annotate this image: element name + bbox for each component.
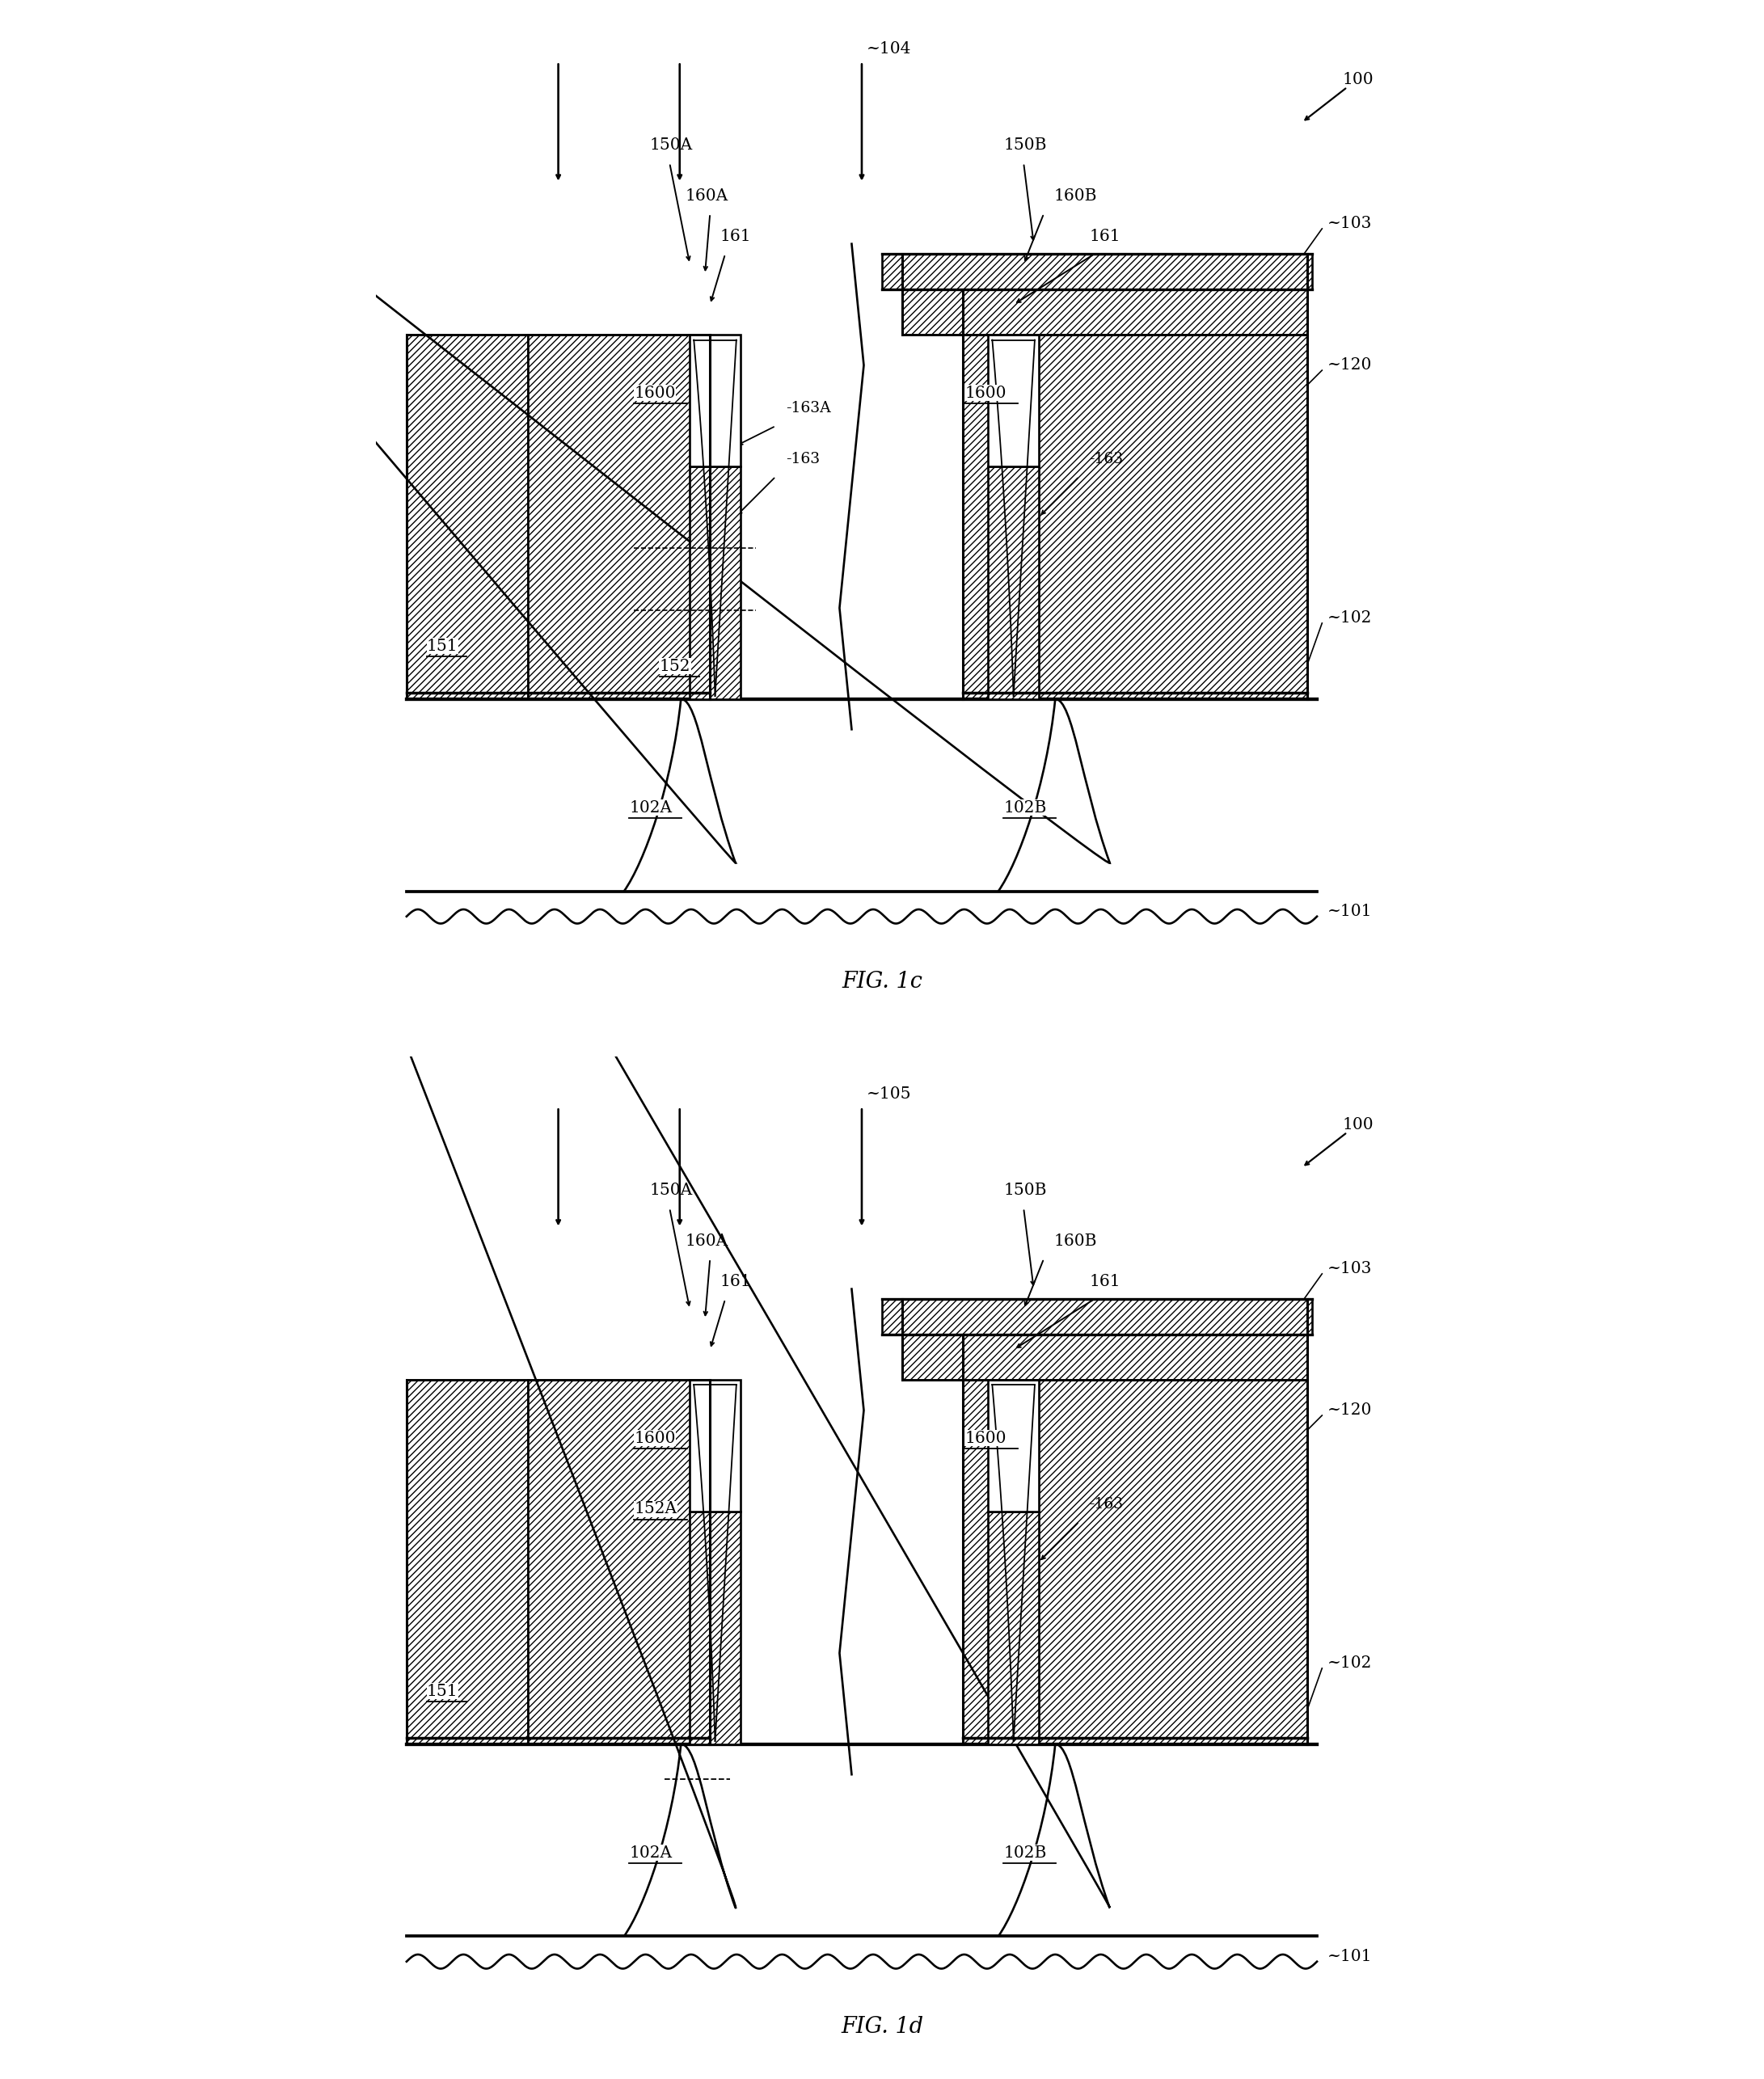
Text: ~120: ~120: [1327, 358, 1372, 372]
Text: FIG. 1c: FIG. 1c: [841, 971, 923, 992]
Text: 161: 161: [720, 1274, 751, 1289]
Text: ~102: ~102: [1327, 611, 1372, 626]
Text: 100: 100: [1342, 73, 1374, 87]
Text: 150A: 150A: [649, 1183, 693, 1198]
Text: 150B: 150B: [1004, 1183, 1046, 1198]
Text: 160B: 160B: [1053, 187, 1097, 204]
Text: 102A: 102A: [630, 1846, 672, 1861]
Text: FIG. 1d: FIG. 1d: [841, 2017, 923, 2037]
Text: 160A: 160A: [684, 187, 729, 204]
Text: ~105: ~105: [866, 1087, 912, 1102]
Text: 161: 161: [1090, 1274, 1120, 1289]
Bar: [690, 466, 741, 699]
Text: 102A: 102A: [630, 800, 672, 815]
Text: ~104: ~104: [866, 42, 912, 56]
Bar: [988, 1511, 1039, 1744]
Bar: [406, 1380, 527, 1744]
Bar: [690, 335, 741, 466]
Text: 1600: 1600: [965, 385, 1007, 401]
Text: ~101: ~101: [1327, 1948, 1372, 1965]
Bar: [901, 289, 1307, 335]
Text: 161: 161: [720, 229, 751, 243]
Text: 161: 161: [1090, 229, 1120, 243]
Text: 150B: 150B: [1004, 137, 1046, 154]
Bar: [901, 289, 963, 335]
Text: ~103: ~103: [1327, 1262, 1372, 1277]
Text: 150A: 150A: [649, 137, 693, 154]
Bar: [963, 335, 1307, 699]
Text: ~120: ~120: [1327, 1403, 1372, 1418]
Bar: [690, 1380, 741, 1511]
Bar: [988, 1380, 1039, 1511]
Text: -163: -163: [1090, 451, 1124, 466]
Text: 1600: 1600: [635, 1430, 676, 1445]
Text: -163A: -163A: [787, 401, 831, 416]
Text: 160B: 160B: [1053, 1233, 1097, 1249]
Text: 1600: 1600: [635, 385, 676, 401]
Bar: [406, 335, 527, 699]
Bar: [901, 1335, 963, 1380]
Text: -163: -163: [1090, 1497, 1124, 1511]
Text: ~103: ~103: [1327, 216, 1372, 231]
Bar: [901, 1335, 1307, 1380]
Bar: [527, 335, 711, 699]
Text: 102B: 102B: [1004, 800, 1046, 815]
Text: 1600: 1600: [965, 1430, 1007, 1445]
Bar: [988, 335, 1039, 466]
Text: -163: -163: [787, 451, 820, 466]
Text: 151: 151: [427, 638, 459, 653]
Text: 152A: 152A: [635, 1501, 677, 1518]
Text: 152: 152: [660, 659, 690, 674]
Text: 160A: 160A: [684, 1233, 729, 1249]
Text: 151: 151: [427, 1684, 459, 1699]
Text: ~102: ~102: [1327, 1655, 1372, 1672]
Text: ~101: ~101: [1327, 904, 1372, 919]
Bar: [882, 1299, 1312, 1335]
Bar: [988, 466, 1039, 699]
Bar: [963, 1380, 1307, 1744]
Bar: [527, 1380, 711, 1744]
Bar: [690, 1511, 741, 1744]
Bar: [882, 254, 1312, 289]
Text: 100: 100: [1342, 1116, 1374, 1133]
Text: 102B: 102B: [1004, 1846, 1046, 1861]
